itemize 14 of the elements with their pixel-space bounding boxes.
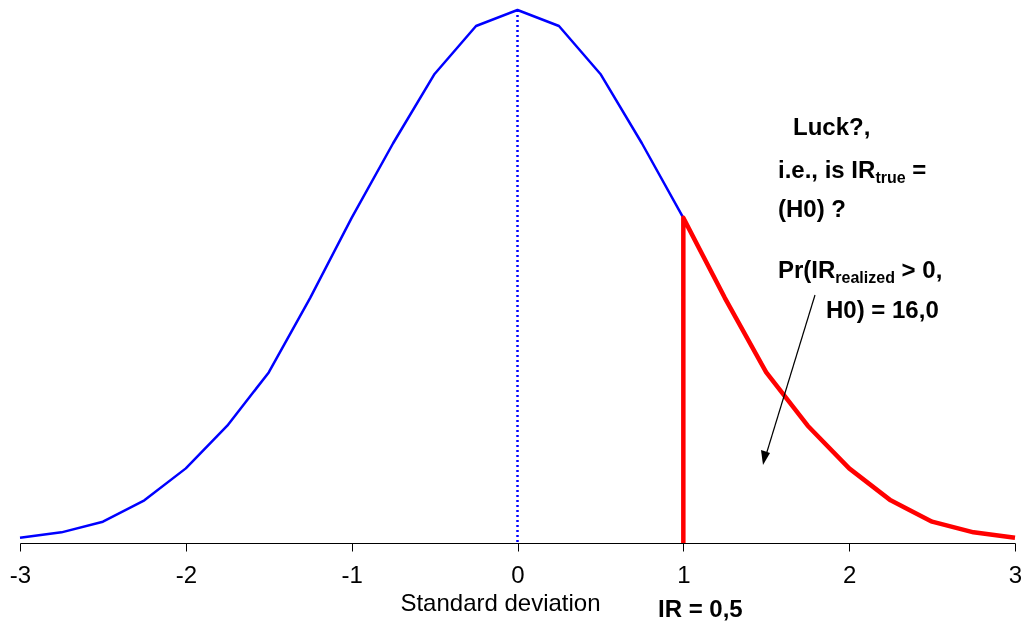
x-tick-label: -2 <box>175 560 198 588</box>
x-tick-label: -3 <box>9 560 32 588</box>
annotation: i.e., is IR$_{true}$ = <box>778 156 927 186</box>
annotation: (H0) ? <box>778 195 846 222</box>
text: IR = 0,5 <box>658 595 743 622</box>
x-tick-label: -1 <box>341 560 363 588</box>
annotation: Luck?, <box>793 113 871 140</box>
x-tick-label: 2 <box>842 560 857 588</box>
annotation: H0) = 16,0 <box>826 296 939 323</box>
x-axis-title: Standard deviation <box>400 588 601 616</box>
x-tick-label: 3 <box>1008 560 1023 588</box>
x-tick-label: 0 <box>511 560 525 588</box>
x-tick-label: 1 <box>677 560 691 588</box>
annotation: Pr(IR$_{realized}$ > 0, <box>778 256 943 286</box>
